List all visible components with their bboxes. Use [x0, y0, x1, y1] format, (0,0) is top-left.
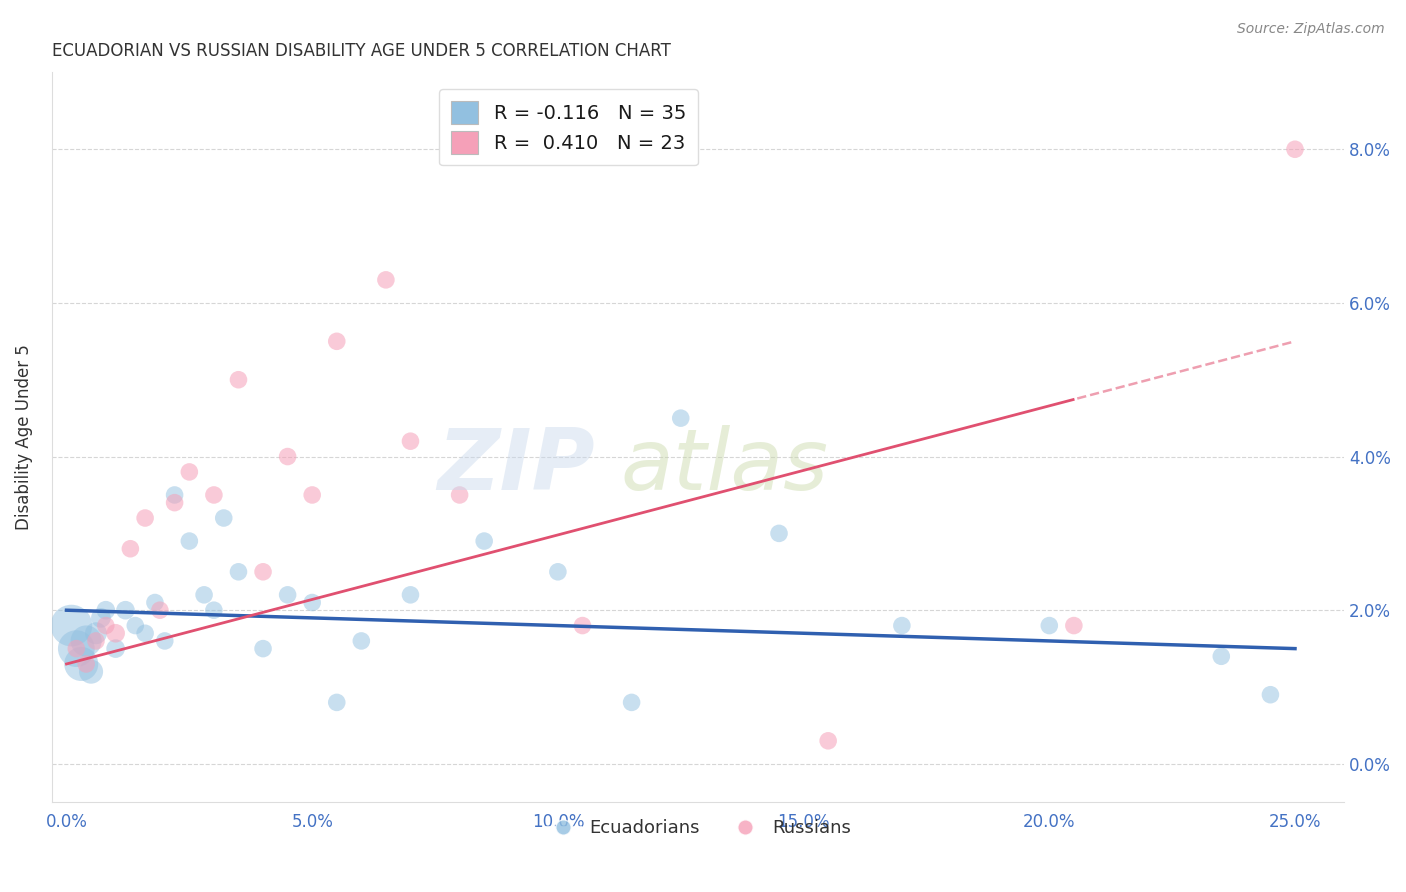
Point [120, 541, 142, 556]
Point [1211, 649, 1233, 664]
Point [472, 534, 495, 549]
Point [104, 641, 127, 656]
Point [80, 665, 103, 679]
Point [571, 618, 593, 632]
Point [301, 595, 323, 609]
Text: Source: ZipAtlas.com: Source: ZipAtlas.com [1237, 22, 1385, 37]
Point [212, 511, 235, 525]
Point [84, 634, 107, 648]
Point [1063, 618, 1085, 632]
Point [277, 588, 299, 602]
Text: atlas: atlas [620, 425, 828, 508]
Point [60, 618, 83, 632]
Point [228, 373, 250, 387]
Point [114, 603, 136, 617]
Point [75, 634, 97, 648]
Point [163, 488, 186, 502]
Point [202, 603, 225, 617]
Point [84, 626, 107, 640]
Point [1038, 618, 1060, 632]
Point [94, 603, 117, 617]
Point [277, 450, 299, 464]
Point [301, 488, 323, 502]
Point [350, 634, 373, 648]
Point [228, 565, 250, 579]
Point [94, 618, 117, 632]
Text: ECUADORIAN VS RUSSIAN DISABILITY AGE UNDER 5 CORRELATION CHART: ECUADORIAN VS RUSSIAN DISABILITY AGE UND… [52, 42, 671, 60]
Legend: Ecuadorians, Russians: Ecuadorians, Russians [537, 812, 859, 845]
Point [65, 641, 87, 656]
Point [143, 595, 166, 609]
Point [134, 626, 156, 640]
Point [817, 734, 839, 748]
Point [326, 334, 349, 349]
Point [163, 496, 186, 510]
Y-axis label: Disability Age Under 5: Disability Age Under 5 [15, 344, 32, 530]
Point [252, 641, 274, 656]
Point [620, 695, 643, 709]
Point [149, 603, 172, 617]
Point [252, 565, 274, 579]
Point [134, 511, 156, 525]
Point [75, 657, 97, 671]
Point [193, 588, 215, 602]
Point [104, 626, 127, 640]
Point [669, 411, 692, 425]
Point [768, 526, 790, 541]
Point [326, 695, 349, 709]
Point [1260, 688, 1282, 702]
Point [90, 611, 112, 625]
Point [202, 488, 225, 502]
Point [179, 465, 201, 479]
Point [399, 434, 422, 449]
Point [153, 634, 176, 648]
Text: ZIP: ZIP [437, 425, 595, 508]
Point [374, 273, 396, 287]
Point [399, 588, 422, 602]
Point [449, 488, 471, 502]
Point [890, 618, 912, 632]
Point [179, 534, 201, 549]
Point [1284, 142, 1306, 156]
Point [547, 565, 569, 579]
Point [65, 641, 87, 656]
Point [70, 657, 93, 671]
Point [124, 618, 146, 632]
